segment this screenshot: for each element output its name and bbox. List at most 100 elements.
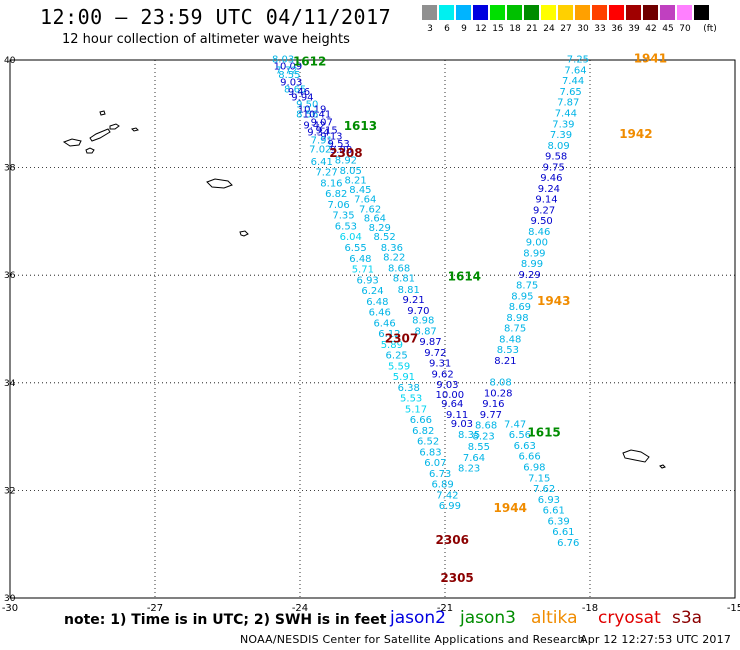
swh-value: 6.55 [344,243,366,254]
pass-label: 1942 [619,127,652,141]
swh-value: 8.92 [335,155,357,166]
credits-line: NOAA/NESDIS Center for Satellite Applica… [240,633,731,646]
swh-value: 6.07 [424,458,446,469]
scale-label: 18 [509,24,521,34]
swh-value: 9.72 [424,348,446,359]
swh-value: 6.66 [518,452,540,463]
swh-value: 9.46 [540,173,562,184]
swh-value: 6.48 [349,254,371,265]
pass-label: 1612 [293,54,326,68]
swh-value: 7.62 [359,204,381,215]
swh-value: 6.38 [398,383,420,394]
swh-value: 5.17 [405,404,427,415]
swh-value: 9.50 [296,99,318,110]
swh-value: 6.83 [419,447,441,458]
swh-value: 10.09 [274,62,303,73]
swh-value: 9.16 [482,399,504,410]
scale-label: 39 [628,24,640,34]
scale-swatch [524,5,539,20]
swh-value: 6.66 [410,415,432,426]
scale-swatch [490,5,505,20]
swh-value: 9.70 [407,306,429,317]
lat-tick-label: 32 [4,486,15,496]
swh-value: 8.55 [278,70,300,81]
swh-value: 7.64 [463,453,485,464]
swh-value: 7.42 [436,490,458,501]
swh-value: 9.11 [446,410,468,421]
scale-swatch [558,5,573,20]
swh-value: 8.65 [284,84,306,95]
legend-altika: altika [531,608,578,628]
swh-value: 7.87 [557,98,579,109]
scale-label: 36 [611,24,623,34]
swh-value: 8.69 [509,302,531,313]
legend-s3a: s3a [672,608,703,628]
island-outline [109,123,120,130]
swh-value: 6.46 [369,308,391,319]
pass-label: 1615 [527,426,560,440]
swh-value: 5.91 [393,372,415,383]
scale-label: 21 [526,24,538,34]
swh-value: 7.65 [560,87,582,98]
swh-value: 9.87 [419,337,441,348]
swh-value: 8.81 [393,274,415,285]
scale-swatch [677,5,692,20]
pass-label: 2305 [440,571,473,585]
swh-value: 9.46 [288,87,310,98]
swh-value: 8.45 [349,185,371,196]
island-outline [85,147,95,154]
scale-unit: (ft) [703,24,717,34]
swh-value: 9.77 [480,410,502,421]
lat-tick-label: 38 [4,164,16,174]
scale-swatch [473,5,488,20]
swh-value: 8.99 [521,259,543,270]
scale-swatch [626,5,641,20]
scale-label: 70 [679,24,691,34]
swh-value: 9.21 [402,295,424,306]
swh-value: 7.64 [354,195,376,206]
lon-tick-label: -18 [582,603,598,614]
swh-value: 8.16 [320,178,342,189]
swh-value: 8.36 [381,243,403,254]
swh-value: 8.46 [528,227,550,238]
swh-value: 9.24 [538,184,560,195]
scale-label: 45 [662,24,674,34]
swh-value: 8.98 [412,316,434,327]
swh-value: 9.15 [315,126,337,137]
scale-swatch [660,5,675,20]
swh-value: 6.73 [429,469,451,480]
scale-swatch [575,5,590,20]
swh-value: 8.22 [383,253,405,264]
lat-tick-label: 40 [4,56,16,66]
swh-value: 8.68 [475,421,497,432]
swh-value: 9.62 [431,369,453,380]
swh-value: 6.99 [439,501,461,512]
island-outline [99,110,106,116]
swh-value: 8.48 [499,334,521,345]
swh-value: 10.00 [436,390,465,401]
pass-label: 1941 [634,52,667,66]
swh-value: 7.35 [332,211,354,222]
swh-value: 8.23 [458,464,480,475]
page-title: 12:00 – 23:59 UTC 04/11/2017 [40,5,392,29]
swh-value: 8.87 [415,326,437,337]
swh-value: 6.61 [552,527,574,538]
swh-value: 9.03 [280,77,302,88]
swh-value: 7.39 [550,130,572,141]
swh-value: 9.13 [320,132,342,143]
swh-value: 6.52 [417,437,439,448]
legend-jason3: jason3 [460,608,516,628]
swh-value: 8.29 [369,223,391,234]
scale-label: 27 [560,24,572,34]
swh-value: 9.03 [451,419,473,430]
island-outline [131,127,139,132]
swh-value: 9.14 [535,195,557,206]
swh-value: 9.27 [533,205,555,216]
scale-label: 30 [577,24,589,34]
swh-value: 8.55 [468,442,490,453]
pass-label: 2307 [385,331,418,345]
swh-value: 9.75 [543,162,565,173]
swh-value: 8.05 [340,166,362,177]
swh-value: 5.71 [352,265,374,276]
